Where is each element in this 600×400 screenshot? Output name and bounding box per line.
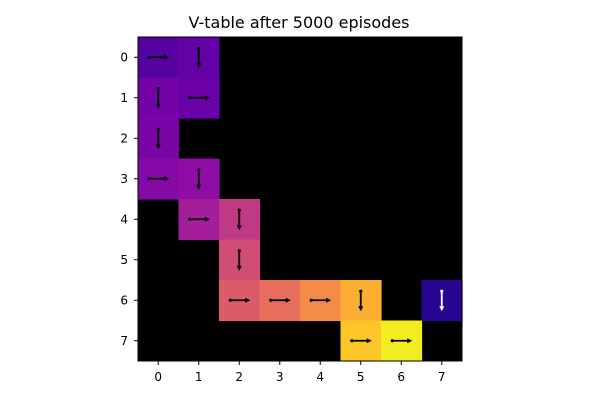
y-tick-label: 1 [120,91,128,105]
y-tick-label: 5 [120,253,128,267]
arrow-down-r6-c5 [358,289,364,312]
y-tick-label: 3 [120,172,128,186]
arrow-down-r5-c2 [236,249,242,271]
arrow-right-r3-c0 [147,176,170,182]
arrow-down-r2-c0 [155,127,161,150]
y-tick-label: 2 [120,131,128,145]
heatmap-cells [138,37,463,362]
arrow-down-r0-c1 [196,46,202,69]
y-tick-label: 0 [120,50,128,64]
y-tick-label: 6 [120,293,128,307]
arrow-right-r0-c0 [147,54,170,60]
arrow-right-r1-c1 [188,95,210,101]
x-tick-label: 4 [316,370,324,384]
arrow-right-r7-c5 [350,338,372,344]
x-tick-label: 7 [438,370,446,384]
x-tick-label: 3 [276,370,284,384]
arrow-down-r3-c1 [196,168,202,190]
x-tick-label: 1 [195,370,203,384]
x-tick-label: 6 [397,370,405,384]
y-tick-label: 4 [120,212,128,226]
arrow-down-r1-c0 [155,87,161,109]
y-axis-ticks: 0 1 2 3 4 5 6 7 [120,50,138,348]
x-tick-label: 2 [235,370,243,384]
arrow-down-r6-c7 [439,289,445,312]
arrow-right-r6-c3 [269,297,291,303]
arrow-down-r4-c2 [236,208,242,231]
x-tick-label: 5 [357,370,365,384]
arrow-right-r7-c6 [390,338,413,344]
y-tick-label: 7 [120,334,128,348]
arrow-right-r6-c2 [228,297,251,303]
arrow-right-r6-c4 [309,297,332,303]
plot-frame [137,36,463,362]
x-tick-label: 0 [154,370,162,384]
policy-arrows [147,46,445,344]
x-axis-ticks: 0 1 2 3 4 5 6 7 [154,361,446,384]
chart-title: V-table after 5000 episodes [188,13,409,32]
arrow-right-r4-c1 [188,216,210,222]
